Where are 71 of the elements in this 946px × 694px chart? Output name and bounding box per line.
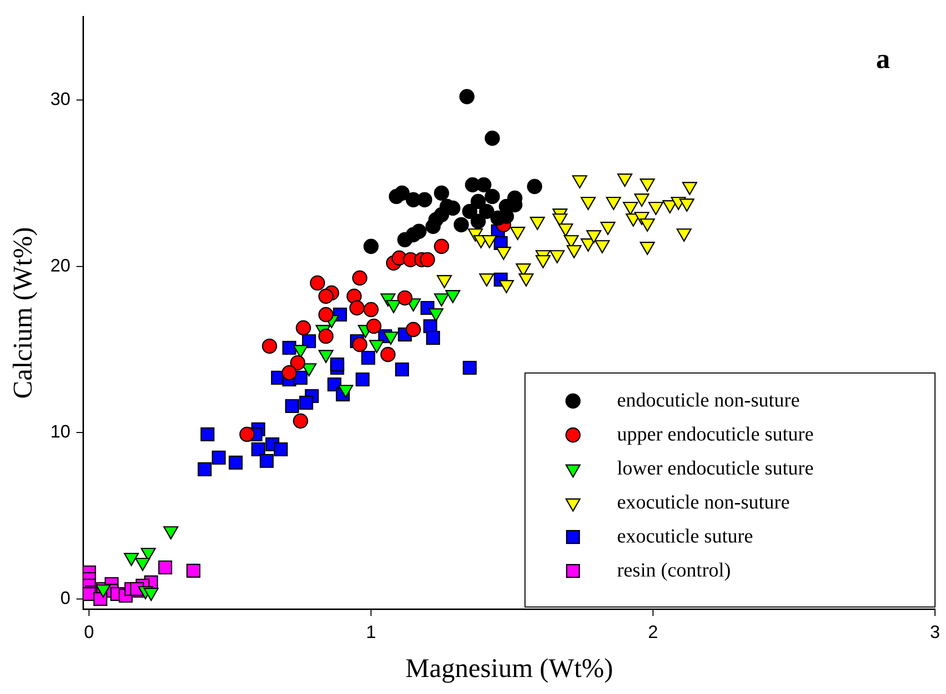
point (459, 89, 475, 104)
point (356, 372, 370, 386)
legend-label: lower endocuticle suture (616, 457, 814, 480)
y-tick-label: 30 (50, 88, 70, 109)
point (462, 204, 478, 220)
point (526, 178, 542, 194)
x-tick-label: 0 (84, 622, 94, 642)
point (366, 318, 382, 334)
y-axis-title: Calcium (Wt%) (7, 227, 38, 399)
point (262, 338, 278, 354)
point (299, 396, 314, 410)
point (395, 362, 410, 376)
point (484, 130, 500, 146)
point (200, 427, 214, 442)
point (239, 426, 255, 442)
point (260, 454, 274, 468)
point (363, 238, 379, 254)
point (411, 224, 427, 239)
point (186, 564, 200, 578)
x-axis-title: Magnesium (Wt%) (405, 652, 614, 683)
point (198, 462, 212, 476)
point (462, 360, 477, 375)
point (285, 399, 300, 414)
point (397, 232, 412, 248)
point (330, 358, 344, 372)
x-tick-label: 2 (648, 622, 658, 642)
point (290, 355, 306, 370)
point (349, 300, 365, 316)
point (434, 238, 450, 254)
legend-label: resin (control) (616, 559, 731, 582)
legend-label: exocuticle suture (616, 525, 754, 548)
y-tick-label: 0 (60, 588, 70, 608)
point (282, 340, 296, 355)
point (484, 188, 500, 204)
legend-label: endocuticle non-suture (616, 389, 800, 412)
point (397, 290, 412, 306)
point (292, 413, 308, 429)
point (380, 346, 396, 362)
point (251, 442, 266, 456)
point (361, 350, 376, 365)
point (352, 336, 368, 352)
x-tick-label: 3 (930, 622, 940, 642)
point (406, 322, 421, 338)
point (352, 270, 368, 286)
point (318, 306, 334, 322)
point (318, 288, 334, 304)
point (434, 186, 450, 201)
point (282, 365, 297, 380)
point (470, 214, 486, 230)
point (158, 560, 172, 574)
point (302, 334, 316, 348)
legend-label: exocuticle non-suture (616, 491, 790, 514)
point (394, 186, 410, 201)
y-tick-label: 20 (50, 255, 70, 276)
point (454, 217, 469, 232)
point (296, 320, 311, 336)
point (274, 442, 288, 456)
x-tick-label: 1 (366, 622, 376, 642)
point (476, 177, 492, 192)
point (212, 450, 226, 465)
point (228, 456, 243, 470)
legend-label: upper endocuticle suture (616, 423, 814, 446)
point (310, 275, 326, 291)
point (420, 252, 436, 268)
point (426, 330, 440, 345)
point (417, 192, 432, 208)
annotation: a (876, 44, 890, 76)
point (318, 328, 334, 344)
point (363, 302, 379, 318)
point (425, 218, 441, 234)
y-tick-label: 10 (50, 422, 70, 442)
